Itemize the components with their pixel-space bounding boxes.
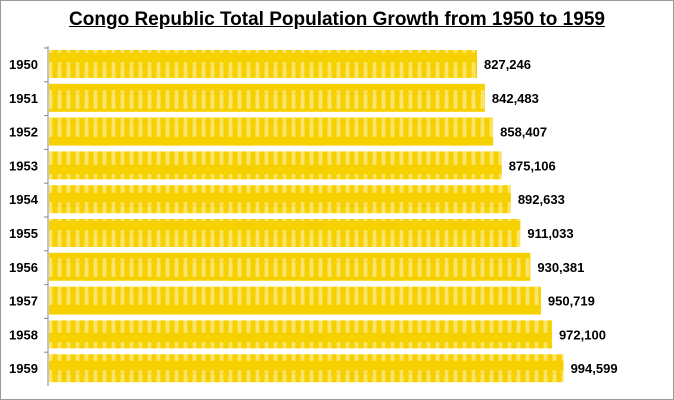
bar-1950: [49, 50, 477, 78]
category-label: 1953: [9, 158, 38, 173]
bar-1951: [49, 83, 485, 112]
category-label: 1959: [9, 361, 38, 376]
bar-1957: [49, 286, 541, 315]
data-label: 911,033: [527, 226, 573, 241]
bar-1956: [49, 252, 531, 281]
bar-1959: [49, 354, 564, 383]
chart-title: Congo Republic Total Population Growth f…: [69, 9, 605, 30]
data-label: 930,381: [537, 260, 584, 275]
data-label: 842,483: [492, 91, 539, 106]
category-label: 1954: [9, 192, 39, 207]
bar-1955: [49, 219, 521, 247]
data-label: 875,106: [509, 158, 556, 173]
bar-1952: [49, 117, 494, 146]
category-label: 1951: [9, 91, 38, 106]
data-label: 950,719: [548, 294, 595, 309]
data-label: 892,633: [518, 192, 565, 207]
bar-1954: [49, 185, 511, 214]
category-label: 1952: [9, 125, 38, 140]
category-label: 1955: [9, 226, 38, 241]
bar-1958: [49, 320, 552, 349]
data-label: 972,100: [559, 327, 606, 342]
data-label: 994,599: [571, 361, 618, 376]
category-label: 1956: [9, 260, 38, 275]
data-label: 827,246: [484, 57, 531, 72]
category-label: 1958: [9, 327, 38, 342]
data-label: 858,407: [500, 125, 547, 140]
bar-1953: [49, 151, 502, 180]
category-label: 1950: [9, 57, 38, 72]
category-label: 1957: [9, 294, 38, 309]
